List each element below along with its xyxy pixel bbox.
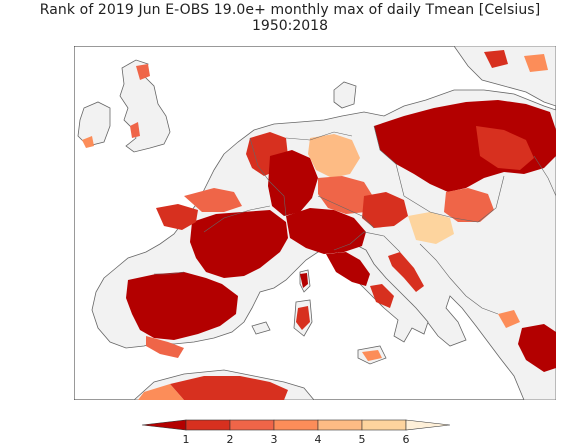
rank-region-norway [484,50,508,68]
rank-region-italy-south [370,284,394,308]
legend-tick-4: 4 [315,433,322,446]
legend-swatch-3 [273,419,319,431]
rank-region-scotland [136,64,150,80]
rank-region-france-west [156,204,198,230]
denmark [333,81,357,109]
map-subtitle: 1950:2018 [252,18,328,34]
rank-region-hungary [408,212,454,244]
legend-swatch-1 [185,419,231,431]
rank-region-sardinia [296,306,310,330]
rank-region-france-north [184,188,242,212]
rank-region-north-africa-edge [138,384,184,400]
rank-region-belarus [476,126,534,170]
rank-region-sweden [524,54,548,72]
rank-region-france [190,210,288,278]
rank-layer [82,50,556,400]
legend-tick-5: 5 [359,433,366,446]
country-borders [154,125,556,315]
color-legend: 1 2 3 4 5 6 [141,419,450,446]
rank-region-ireland [82,136,94,148]
europe-rank-map [74,46,556,400]
legend-swatch-4 [317,419,363,431]
rank-region-ukraine-west [444,188,494,222]
legend-tick-3: 3 [271,433,278,446]
legend-tick-6: 6 [403,433,410,446]
rank-region-croatia-coast [388,252,424,292]
legend-swatch-above-6 [405,419,450,431]
legend-swatch-below-1 [141,419,187,431]
rank-region-south-germany [318,176,374,214]
rank-region-italy [326,252,370,286]
legend-swatches [141,419,450,431]
legend-swatch-2 [229,419,275,431]
rank-region-alps [286,208,366,254]
rank-region-iberia [126,272,238,340]
legend-tick-1: 1 [183,433,190,446]
rank-region-wales [130,122,140,138]
rank-region-sicily [362,350,382,361]
ireland [77,101,111,147]
rank-region-west-germany [268,150,318,216]
rank-region-corsica [300,273,308,288]
rank-region-aegean [498,310,520,328]
legend-ticks: 1 2 3 4 5 6 [183,433,410,446]
rank-region-central-germany [308,134,360,178]
legend-swatch-5 [361,419,407,431]
balearic-islands [251,321,271,335]
rank-region-austria [362,192,408,228]
rank-region-turkey-west [518,324,556,372]
rank-region-iberia-edge [146,336,184,358]
map-title: Rank of 2019 Jun E-OBS 19.0e+ monthly ma… [39,2,541,18]
rank-region-north-africa [170,376,288,400]
legend-tick-2: 2 [227,433,234,446]
